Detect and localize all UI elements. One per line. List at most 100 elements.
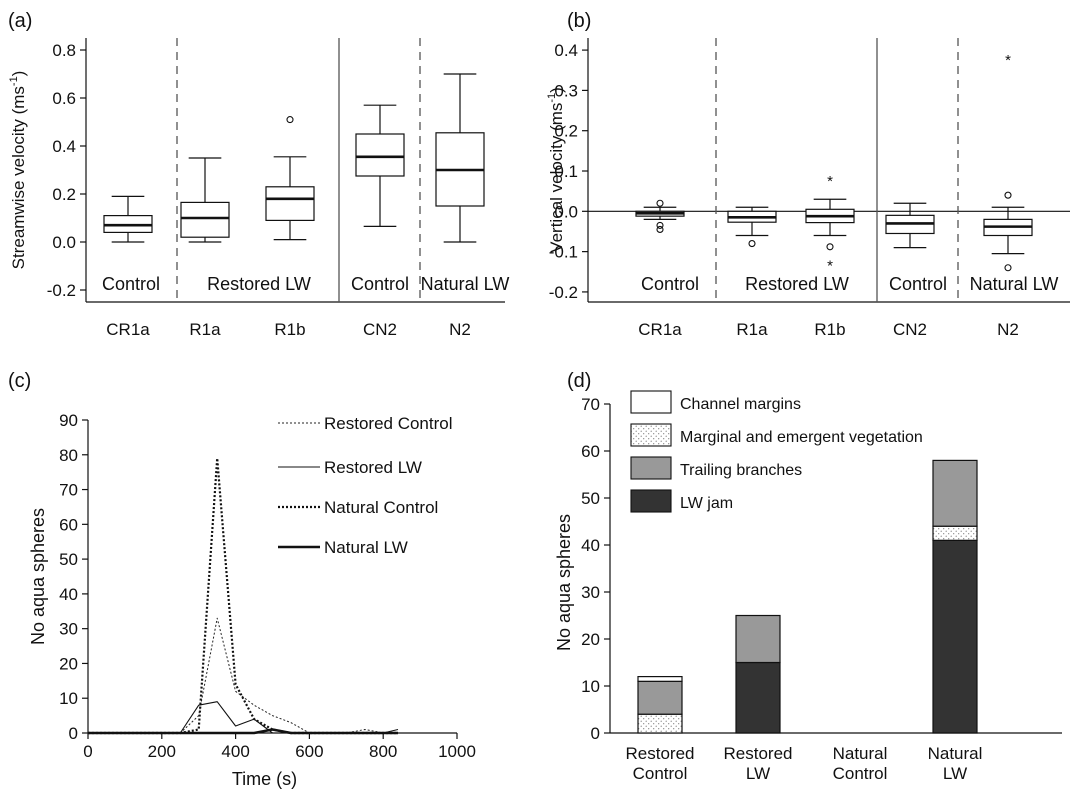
series-line-restored-control [88,617,398,734]
legend-label: Restored LW [324,458,422,477]
legend-swatch [630,456,672,480]
x-tick-label: Control [833,764,888,783]
panel-a-streamwise-velocity: (a) -0.2 0.0 0.2 0.4 0.6 0.8 Streamwise velocit… [8,10,509,339]
group-label: Natural LW [421,274,510,294]
y-tick-label: 90 [59,411,78,430]
extreme-point: * [827,173,833,190]
x-tick-label: R1a [189,320,221,339]
x-tick-label: CN2 [893,320,927,339]
bar-segment-lw-jam [932,539,978,734]
box-n2: * [983,52,1033,272]
group-label: Control [351,274,409,294]
panel-label: (a) [8,10,32,32]
box-n2 [435,73,485,243]
bar-segment-trailing-branches [932,459,978,527]
legend-label: Natural LW [324,538,408,557]
x-tick-label: Restored [626,744,695,763]
x-tick-label: R1b [814,320,845,339]
bar-segment-lw-jam [735,661,781,734]
group-label: Restored LW [745,274,849,294]
box-cn2 [355,104,405,227]
group-label: Restored LW [207,274,311,294]
y-tick-label: 10 [59,689,78,708]
x-tick-label: N2 [997,320,1019,339]
interquartile-box [180,201,230,238]
outlier-point [656,221,664,229]
outlier-point [1004,264,1012,272]
y-tick-label: -0.2 [549,283,578,302]
x-tick-label: CN2 [363,320,397,339]
y-tick-label: 30 [59,620,78,639]
outlier-point [656,199,664,207]
y-tick-label: 50 [581,489,600,508]
bar-segment-trailing-branches [637,680,683,715]
x-tick-label: 600 [295,742,323,761]
panel-b-vertical-velocity: (b) -0.2 -0.1 0.0 0.1 0.2 0.3 0.4 Vertical veloc… [546,10,1070,339]
interquartile-box [265,186,315,222]
y-tick-label: 0 [591,724,600,743]
x-tick-label: 800 [369,742,397,761]
y-tick-label: 30 [581,583,600,602]
outlier-point [826,243,834,251]
group-label: Natural LW [970,274,1059,294]
x-tick-label: LW [943,764,967,783]
x-tick-label: Natural [833,744,888,763]
outlier-point [748,240,756,248]
x-tick-label: 1000 [438,742,476,761]
x-tick-label: R1a [736,320,768,339]
x-tick-label: Natural [928,744,983,763]
series-line-restored-lw [88,701,399,734]
x-tick-label: LW [746,764,770,783]
x-tick-label: CR1a [106,320,150,339]
panel-label: (c) [8,370,31,392]
y-tick-label: 0.4 [52,137,76,156]
x-tick-label: Restored [724,744,793,763]
extreme-point: * [1005,52,1011,69]
panel-label: (d) [567,370,591,392]
y-tick-label: 10 [581,677,600,696]
group-label: Control [102,274,160,294]
box-cr1a [635,199,685,234]
outlier-point [1004,191,1012,199]
legend-label: Natural Control [324,498,438,517]
y-tick-label: -0.1 [549,243,578,262]
y-tick-label: 0.0 [554,202,578,221]
y-tick-label: 20 [59,654,78,673]
x-tick-label: R1b [274,320,305,339]
x-axis-title: Time (s) [232,769,297,789]
box-r1b: ** [805,173,855,275]
panel-c-aqua-spheres-timeseries: (c) 0 10 20 30 40 50 60 70 80 90 0 200 400 600 800 1000 T… [8,370,476,789]
y-tick-label: 0.2 [554,122,578,141]
bar-segment-marginal-and-emergent-vegetation [637,713,683,734]
x-tick-label: 0 [83,742,92,761]
y-tick-label: 0.2 [52,185,76,204]
x-tick-label: CR1a [638,320,682,339]
y-axis-title: No aqua spheres [554,514,574,651]
legend-swatch [630,390,672,414]
y-tick-label: 60 [581,442,600,461]
y-tick-label: 0 [69,724,78,743]
outlier-point [286,116,294,124]
panel-label: (b) [567,10,591,32]
x-tick-label: 400 [221,742,249,761]
box-r1a [180,157,230,243]
y-tick-label: 0.4 [554,41,578,60]
bar-segment-marginal-and-emergent-vegetation [932,525,978,541]
x-tick-label: Control [633,764,688,783]
series-line-natural-lw [88,728,398,735]
group-label: Control [641,274,699,294]
box-cn2 [885,202,935,249]
outlier-point [656,225,664,234]
y-tick-label: 70 [59,481,78,500]
y-tick-label: 0.1 [554,162,578,181]
y-tick-label: 0.6 [52,89,76,108]
y-tick-label: -0.2 [47,281,76,300]
y-tick-label: 80 [59,446,78,465]
box-r1a [727,206,777,248]
legend-label: Marginal and emergent vegetation [680,429,923,446]
y-axis-title: Vertical velocity (ms-1) [546,87,566,253]
x-tick-label: 200 [148,742,176,761]
panel-d-aqua-spheres-stacked-bars: (d) 0 10 20 30 40 50 60 70 No aqua spheres Restore… [554,370,1062,783]
legend-label: Channel margins [680,396,801,413]
